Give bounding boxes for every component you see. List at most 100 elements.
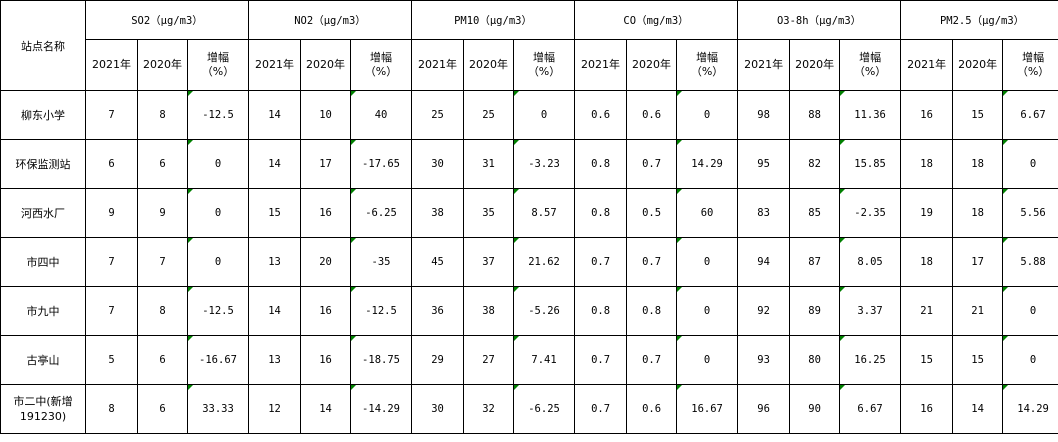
- value-cell: 0.7: [574, 237, 628, 287]
- value-cell: 0.7: [574, 384, 628, 434]
- column-header: 2021年: [85, 39, 138, 91]
- value-cell: 6.67: [839, 384, 902, 434]
- column-header: 2020年: [626, 39, 678, 91]
- value-cell: 0.8: [626, 286, 678, 336]
- value-cell: 92: [737, 286, 791, 336]
- column-header: 2021年: [248, 39, 302, 91]
- value-cell: 18: [952, 139, 1004, 189]
- value-cell: 21: [900, 286, 954, 336]
- value-cell: 0: [186, 237, 250, 287]
- table-row: 古亭山 5 6 -16.67 13 16 -18.75 29 27 7.41 0.7 0.7 0 93 80…: [0, 335, 1058, 385]
- value-cell: 45: [411, 237, 465, 287]
- group-header: PM2.5（μg/m3）: [900, 0, 1058, 40]
- column-header: 2020年: [463, 39, 515, 91]
- value-cell: 7.41: [513, 335, 576, 385]
- value-cell: 98: [737, 90, 791, 140]
- value-cell: 13: [248, 335, 302, 385]
- value-cell: 14.29: [1002, 384, 1058, 434]
- value-cell: 25: [463, 90, 515, 140]
- table-row: 河西水厂 9 9 0 15 16 -6.25 38 35 8.57 0.8 0.5 60 83 85 -2.3…: [0, 188, 1058, 238]
- value-cell: 0: [676, 286, 739, 336]
- column-header: 增幅 （%）: [839, 39, 902, 91]
- value-cell: 16.67: [676, 384, 739, 434]
- station-name: 河西水厂: [0, 188, 86, 238]
- value-cell: 0.6: [626, 90, 678, 140]
- value-cell: 0: [676, 237, 739, 287]
- value-cell: 7: [137, 237, 188, 287]
- value-cell: 31: [463, 139, 515, 189]
- value-cell: 95: [737, 139, 791, 189]
- value-cell: 20: [300, 237, 352, 287]
- value-cell: 96: [737, 384, 791, 434]
- value-cell: 40: [350, 90, 413, 140]
- group-header: NO2（μg/m3）: [248, 0, 413, 40]
- value-cell: 0: [676, 90, 739, 140]
- value-cell: 15: [248, 188, 302, 238]
- group-header: O3-8h（μg/m3）: [737, 0, 902, 40]
- column-header: 增幅 （%）: [1002, 39, 1058, 91]
- value-cell: 0: [1002, 286, 1058, 336]
- value-cell: 6: [137, 139, 188, 189]
- value-cell: 16.25: [839, 335, 902, 385]
- column-header: 2021年: [900, 39, 954, 91]
- column-header: 增幅 （%）: [186, 39, 250, 91]
- value-cell: -12.5: [186, 286, 250, 336]
- column-header: 增幅 （%）: [350, 39, 413, 91]
- value-cell: 15: [900, 335, 954, 385]
- table-row: 市九中 7 8 -12.5 14 16 -12.5 36 38 -5.26 0.8 0.8 0 92 89 3…: [0, 286, 1058, 336]
- table-row: 柳东小学 7 8 -12.5 14 10 40 25 25 0 0.6 0.6 0 98 88 11.36 16…: [0, 90, 1058, 140]
- value-cell: 0.7: [626, 335, 678, 385]
- value-cell: 87: [789, 237, 841, 287]
- value-cell: -16.67: [186, 335, 250, 385]
- value-cell: 21.62: [513, 237, 576, 287]
- station-name: 柳东小学: [0, 90, 86, 140]
- value-cell: 8.05: [839, 237, 902, 287]
- group-header: SO2（μg/m3）: [84, 0, 250, 40]
- value-cell: -3.23: [513, 139, 576, 189]
- value-cell: -12.5: [186, 90, 250, 140]
- value-cell: 0.8: [574, 286, 628, 336]
- value-cell: 88: [789, 90, 841, 140]
- value-cell: -35: [350, 237, 413, 287]
- value-cell: 0: [186, 188, 250, 238]
- station-name: 市九中: [0, 286, 86, 336]
- column-header: 2021年: [411, 39, 465, 91]
- value-cell: 14: [248, 90, 302, 140]
- value-cell: 82: [789, 139, 841, 189]
- value-cell: 14: [300, 384, 352, 434]
- table-row: 市四中 7 7 0 13 20 -35 45 37 21.62 0.7 0.7 0 94 87 8.05 18 1…: [0, 237, 1058, 287]
- value-cell: 5: [85, 335, 138, 385]
- value-cell: 7: [85, 237, 138, 287]
- value-cell: -6.25: [513, 384, 576, 434]
- value-cell: 27: [463, 335, 515, 385]
- group-header: PM10（μg/m3）: [411, 0, 576, 40]
- value-cell: -18.75: [350, 335, 413, 385]
- value-cell: 13: [248, 237, 302, 287]
- value-cell: -6.25: [350, 188, 413, 238]
- value-cell: 15: [952, 335, 1004, 385]
- value-cell: 8.57: [513, 188, 576, 238]
- station-name: 古亭山: [0, 335, 86, 385]
- station-name: 市四中: [0, 237, 86, 287]
- value-cell: 14: [952, 384, 1004, 434]
- value-cell: 38: [411, 188, 465, 238]
- column-header: 2021年: [737, 39, 791, 91]
- value-cell: 18: [952, 188, 1004, 238]
- value-cell: 29: [411, 335, 465, 385]
- value-cell: 8: [137, 90, 188, 140]
- value-cell: 80: [789, 335, 841, 385]
- value-cell: 89: [789, 286, 841, 336]
- value-cell: 32: [463, 384, 515, 434]
- value-cell: 33.33: [186, 384, 250, 434]
- value-cell: 16: [300, 188, 352, 238]
- value-cell: 8: [85, 384, 138, 434]
- value-cell: 9: [85, 188, 138, 238]
- value-cell: 17: [952, 237, 1004, 287]
- value-cell: 0.7: [574, 335, 628, 385]
- value-cell: 10: [300, 90, 352, 140]
- value-cell: 16: [300, 286, 352, 336]
- value-cell: -5.26: [513, 286, 576, 336]
- value-cell: -2.35: [839, 188, 902, 238]
- value-cell: 30: [411, 384, 465, 434]
- value-cell: 8: [137, 286, 188, 336]
